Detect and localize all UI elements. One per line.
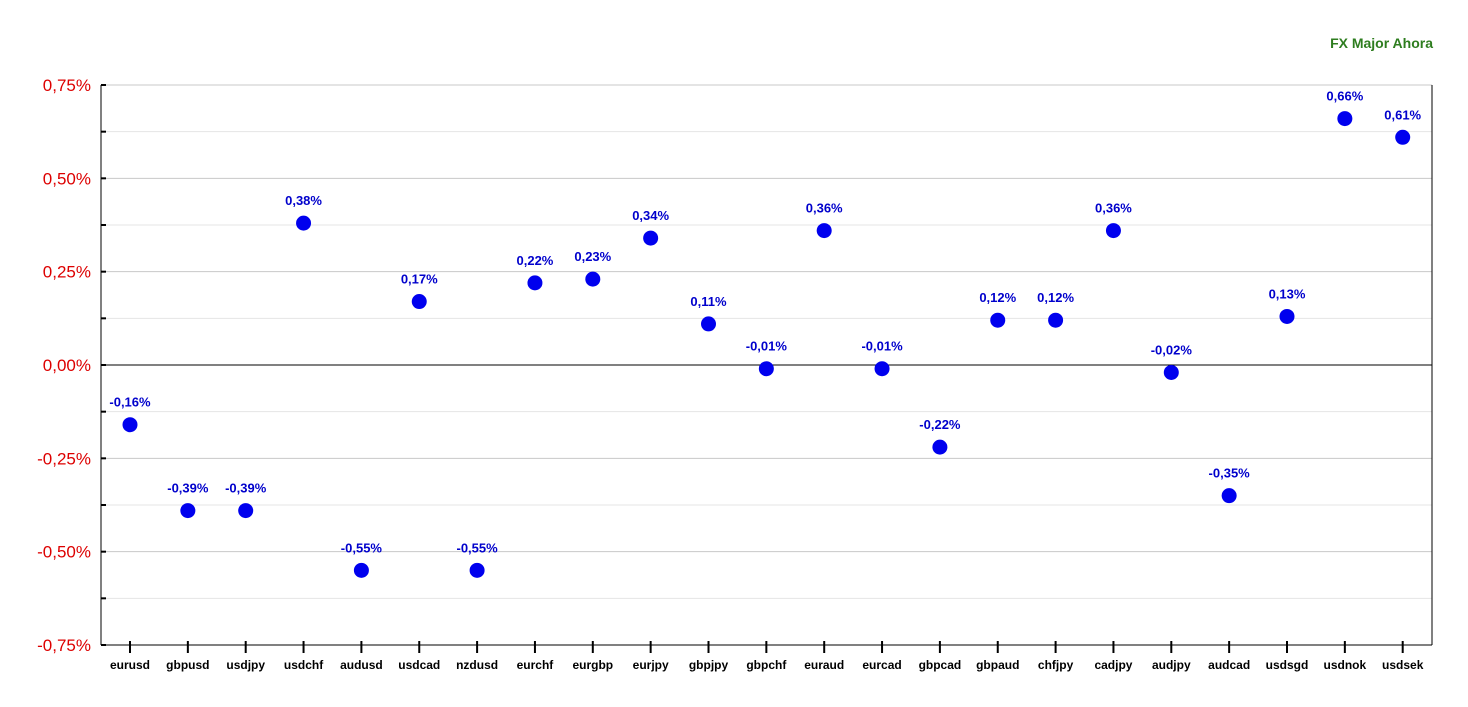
x-tick-label: audusd bbox=[340, 658, 383, 672]
data-label: 0,34% bbox=[632, 208, 669, 223]
data-point bbox=[932, 439, 948, 455]
data-label: -0,39% bbox=[225, 481, 267, 496]
x-tick-label: audcad bbox=[1208, 658, 1250, 672]
x-tick-label: usdchf bbox=[284, 658, 324, 672]
data-label: -0,55% bbox=[341, 540, 383, 555]
data-point bbox=[527, 275, 543, 291]
data-label: 0,38% bbox=[285, 193, 322, 208]
data-label: 0,17% bbox=[401, 272, 438, 287]
y-tick-label: 0,75% bbox=[43, 76, 91, 95]
x-tick-label: gbpchf bbox=[746, 658, 787, 672]
data-point bbox=[1221, 488, 1237, 504]
data-label: -0,35% bbox=[1209, 466, 1251, 481]
y-tick-label: 0,25% bbox=[43, 263, 91, 282]
y-tick-label: -0,50% bbox=[37, 543, 91, 562]
data-label: 0,11% bbox=[690, 294, 727, 309]
data-label: -0,02% bbox=[1151, 342, 1193, 357]
chart-title: FX Major Ahora bbox=[1330, 35, 1433, 51]
data-point bbox=[180, 503, 196, 519]
x-tick-label: eurjpy bbox=[633, 658, 669, 672]
data-point bbox=[122, 417, 138, 433]
x-tick-label: cadjpy bbox=[1094, 658, 1132, 672]
x-tick-label: gbpcad bbox=[919, 658, 962, 672]
data-point bbox=[411, 294, 427, 310]
data-label: 0,23% bbox=[574, 249, 611, 264]
y-tick-label: -0,25% bbox=[37, 449, 91, 468]
data-point bbox=[296, 215, 312, 231]
x-tick-label: eurgbp bbox=[572, 658, 613, 672]
x-tick-label: usdsek bbox=[1382, 658, 1424, 672]
x-tick-label: audjpy bbox=[1152, 658, 1191, 672]
data-point bbox=[874, 361, 890, 377]
data-point bbox=[643, 230, 659, 246]
y-tick-label: 0,00% bbox=[43, 356, 91, 375]
data-point bbox=[353, 562, 369, 578]
y-tick-label: 0,50% bbox=[43, 169, 91, 188]
x-tick-label: chfjpy bbox=[1038, 658, 1074, 672]
x-tick-label: gbpjpy bbox=[689, 658, 729, 672]
data-label: 0,13% bbox=[1269, 286, 1306, 301]
data-point bbox=[585, 271, 601, 287]
x-tick-label: usdsgd bbox=[1266, 658, 1309, 672]
x-tick-label: eurusd bbox=[110, 658, 150, 672]
data-label: -0,01% bbox=[746, 339, 788, 354]
data-label: -0,16% bbox=[109, 395, 151, 410]
x-tick-label: usdcad bbox=[398, 658, 440, 672]
x-tick-label: gbpusd bbox=[166, 658, 209, 672]
data-label: 0,22% bbox=[517, 253, 554, 268]
y-tick-label: -0,75% bbox=[37, 636, 91, 655]
data-label: -0,22% bbox=[919, 417, 961, 432]
data-point bbox=[701, 316, 716, 332]
data-label: -0,01% bbox=[861, 339, 903, 354]
data-point bbox=[1163, 364, 1179, 380]
data-point bbox=[469, 562, 485, 578]
data-label: 0,66% bbox=[1326, 89, 1363, 104]
x-tick-label: euraud bbox=[804, 658, 844, 672]
data-point bbox=[1048, 312, 1064, 328]
data-label: 0,12% bbox=[1037, 290, 1074, 305]
x-tick-label: usdnok bbox=[1324, 658, 1367, 672]
data-label: 0,61% bbox=[1384, 107, 1421, 122]
x-tick-label: eurchf bbox=[517, 658, 555, 672]
data-label: 0,12% bbox=[979, 290, 1016, 305]
x-tick-label: nzdusd bbox=[456, 658, 498, 672]
data-label: -0,55% bbox=[456, 540, 498, 555]
x-tick-label: eurcad bbox=[862, 658, 901, 672]
data-point bbox=[990, 312, 1006, 328]
data-point bbox=[238, 503, 254, 519]
x-tick-label: usdjpy bbox=[226, 658, 265, 672]
data-point bbox=[1105, 223, 1121, 239]
data-point bbox=[758, 361, 774, 377]
data-label: 0,36% bbox=[806, 201, 843, 216]
data-point bbox=[1395, 129, 1411, 145]
x-tick-label: gbpaud bbox=[976, 658, 1019, 672]
data-point bbox=[816, 223, 832, 239]
data-point bbox=[1337, 111, 1353, 127]
data-label: -0,39% bbox=[167, 481, 209, 496]
data-point bbox=[1279, 308, 1295, 324]
data-label: 0,36% bbox=[1095, 201, 1132, 216]
